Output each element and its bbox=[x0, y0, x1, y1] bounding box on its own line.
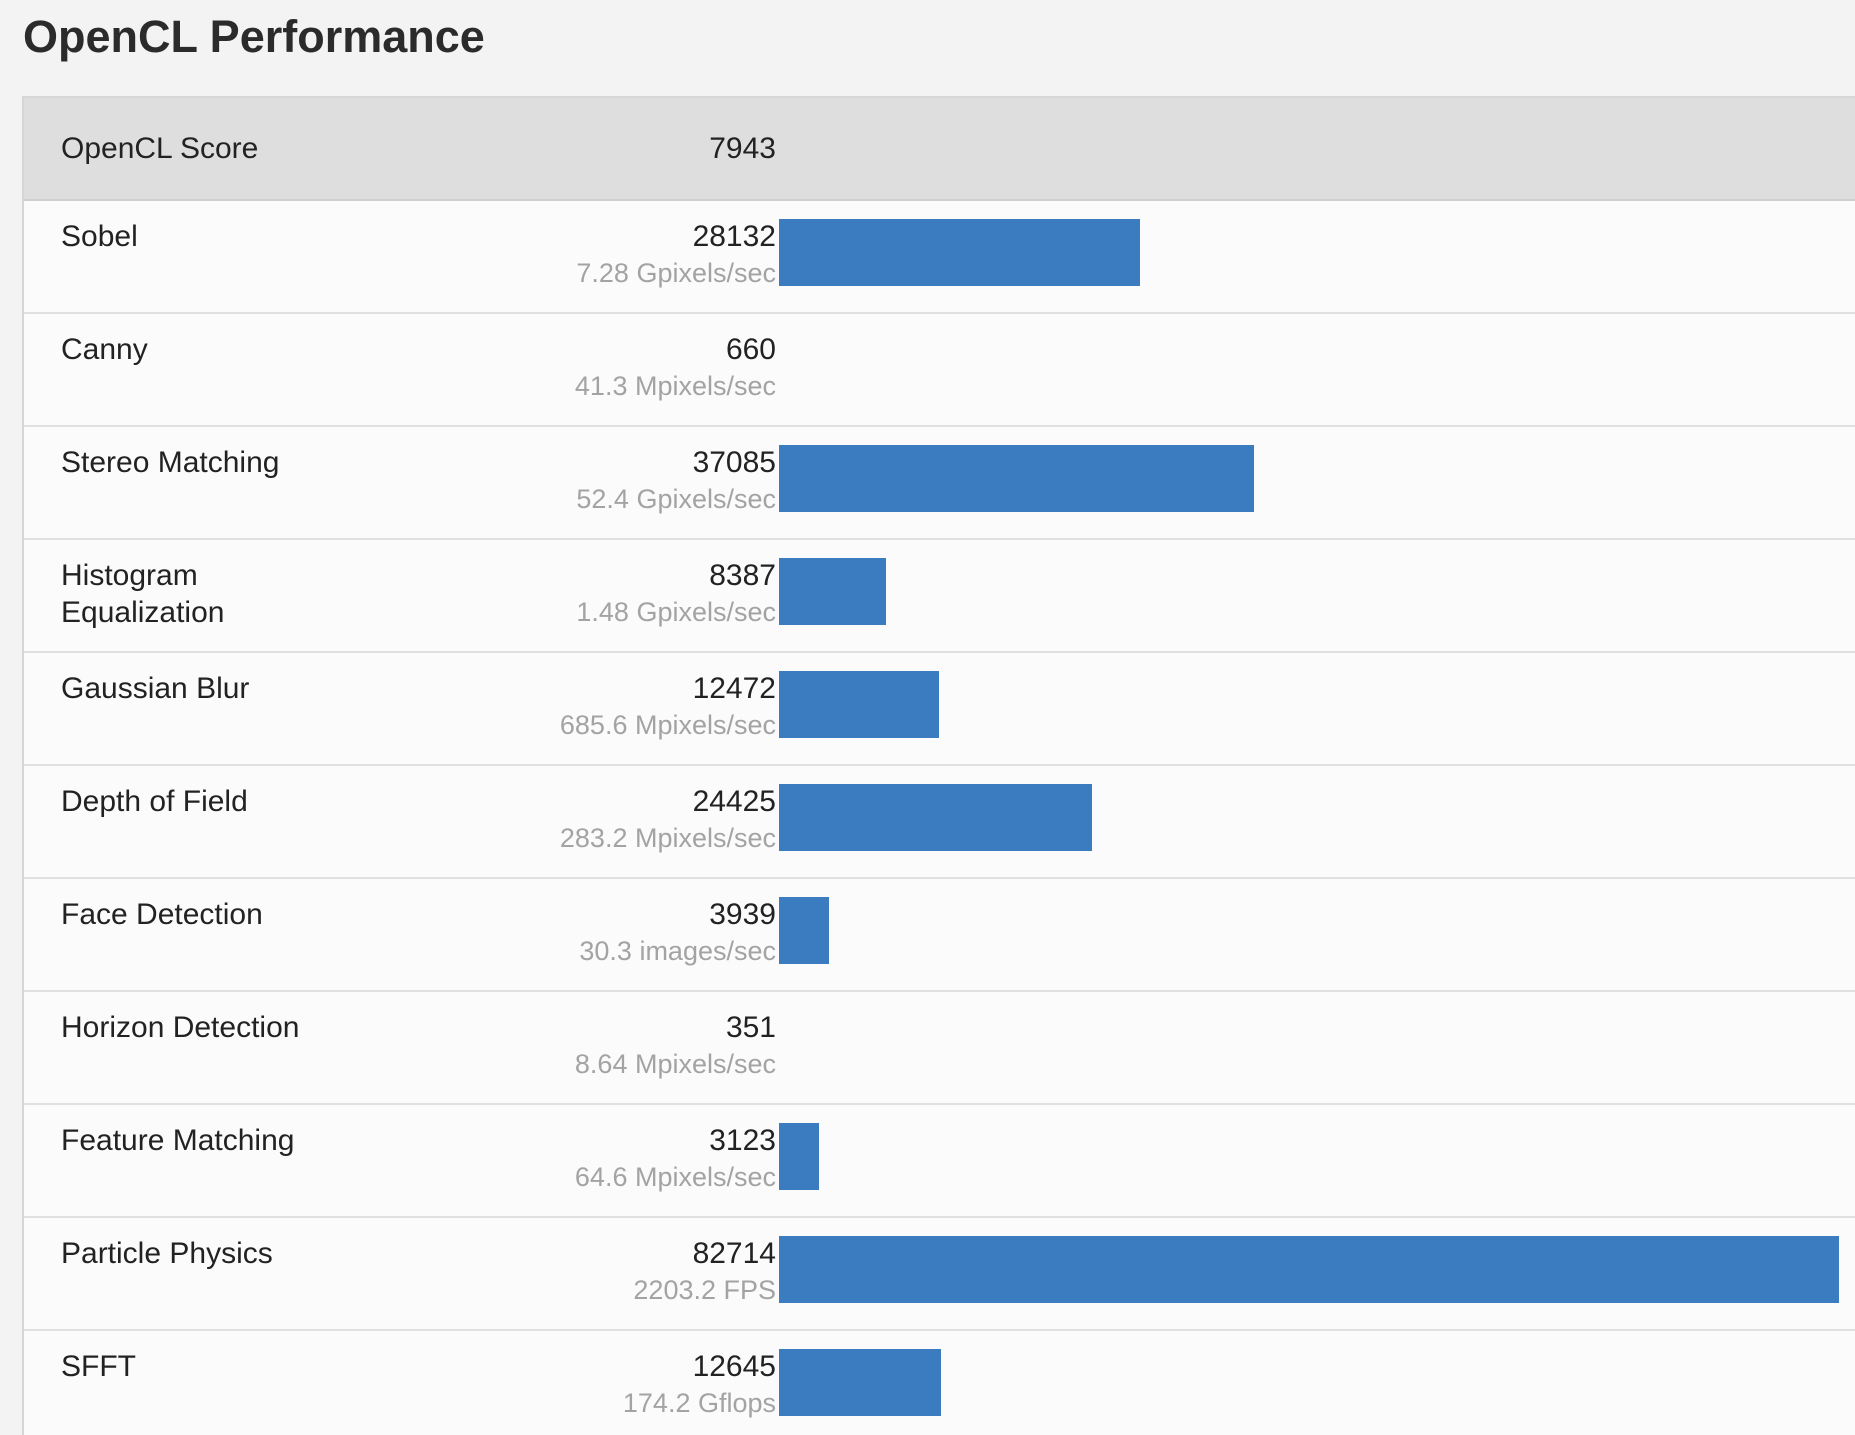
benchmark-row: Canny 660 41.3 Mpixels/sec bbox=[24, 314, 1855, 427]
benchmark-score: 351 bbox=[725, 1011, 776, 1044]
benchmark-bar bbox=[779, 1236, 1839, 1303]
benchmark-score: 37085 bbox=[692, 446, 776, 479]
benchmark-row: SFFT 12645 174.2 Gflops bbox=[24, 1331, 1855, 1435]
benchmark-score: 12472 bbox=[692, 672, 776, 705]
benchmark-row: Particle Physics 82714 2203.2 FPS bbox=[24, 1218, 1855, 1331]
benchmark-name: Horizon Detection bbox=[61, 1011, 300, 1044]
benchmark-bar bbox=[779, 1349, 941, 1416]
benchmark-bar bbox=[779, 219, 1140, 286]
benchmark-name: Feature Matching bbox=[61, 1124, 295, 1157]
benchmark-score: 82714 bbox=[692, 1237, 776, 1270]
benchmark-bar bbox=[779, 558, 886, 625]
benchmark-rate: 41.3 Mpixels/sec bbox=[574, 371, 776, 401]
benchmark-rate: 685.6 Mpixels/sec bbox=[559, 710, 776, 740]
benchmark-bar bbox=[779, 897, 829, 964]
benchmark-bar bbox=[779, 1123, 819, 1190]
opencl-score-value: 7943 bbox=[709, 132, 776, 165]
opencl-results-table: OpenCL Score 7943 Sobel 28132 7.28 Gpixels… bbox=[22, 96, 1855, 1435]
benchmark-row: Horizon Detection 351 8.64 Mpixels/sec bbox=[24, 992, 1855, 1105]
benchmark-rate: 52.4 Gpixels/sec bbox=[576, 484, 776, 514]
benchmark-score: 3939 bbox=[709, 898, 776, 931]
benchmark-rows: Sobel 28132 7.28 Gpixels/sec Canny 660 41.3 M… bbox=[24, 201, 1855, 1435]
benchmark-name: Sobel bbox=[61, 220, 138, 253]
benchmark-row: Stereo Matching 37085 52.4 Gpixels/sec bbox=[24, 427, 1855, 540]
benchmark-rate: 283.2 Mpixels/sec bbox=[559, 823, 776, 853]
benchmark-rate: 1.48 Gpixels/sec bbox=[576, 597, 776, 627]
benchmark-name: Depth of Field bbox=[61, 785, 248, 818]
benchmark-rate: 64.6 Mpixels/sec bbox=[574, 1162, 776, 1192]
benchmark-rate: 174.2 Gflops bbox=[622, 1388, 776, 1418]
benchmark-score: 8387 bbox=[709, 559, 776, 592]
benchmark-name: Particle Physics bbox=[61, 1237, 273, 1270]
benchmark-score: 24425 bbox=[692, 785, 776, 818]
benchmark-name: Face Detection bbox=[61, 898, 263, 931]
benchmark-score: 28132 bbox=[692, 220, 776, 253]
benchmark-row: Histogram Equalization 8387 1.48 Gpixels/s… bbox=[24, 540, 1855, 653]
benchmark-name: Stereo Matching bbox=[61, 446, 280, 479]
page-title: OpenCL Performance bbox=[23, 11, 485, 62]
benchmark-row: Gaussian Blur 12472 685.6 Mpixels/sec bbox=[24, 653, 1855, 766]
benchmark-name: Canny bbox=[61, 333, 148, 366]
benchmark-name: Gaussian Blur bbox=[61, 672, 250, 705]
benchmark-row: Depth of Field 24425 283.2 Mpixels/sec bbox=[24, 766, 1855, 879]
benchmark-row: Face Detection 3939 30.3 images/sec bbox=[24, 879, 1855, 992]
benchmark-score: 12645 bbox=[692, 1350, 776, 1383]
benchmark-name: SFFT bbox=[61, 1350, 136, 1383]
benchmark-score: 660 bbox=[725, 333, 776, 366]
benchmark-bar bbox=[779, 671, 939, 738]
benchmark-score: 3123 bbox=[709, 1124, 776, 1157]
benchmark-bar bbox=[779, 784, 1092, 851]
benchmark-bar bbox=[779, 445, 1254, 512]
benchmark-rate: 30.3 images/sec bbox=[579, 936, 776, 966]
benchmark-row: Feature Matching 3123 64.6 Mpixels/sec bbox=[24, 1105, 1855, 1218]
opencl-score-label: OpenCL Score bbox=[61, 132, 259, 165]
benchmark-rate: 8.64 Mpixels/sec bbox=[574, 1049, 776, 1079]
benchmark-rate: 2203.2 FPS bbox=[633, 1275, 776, 1305]
benchmark-name: Histogram Equalization bbox=[61, 559, 225, 629]
benchmark-row: Sobel 28132 7.28 Gpixels/sec bbox=[24, 201, 1855, 314]
benchmark-rate: 7.28 Gpixels/sec bbox=[576, 258, 776, 288]
opencl-score-row: OpenCL Score 7943 bbox=[24, 98, 1855, 201]
